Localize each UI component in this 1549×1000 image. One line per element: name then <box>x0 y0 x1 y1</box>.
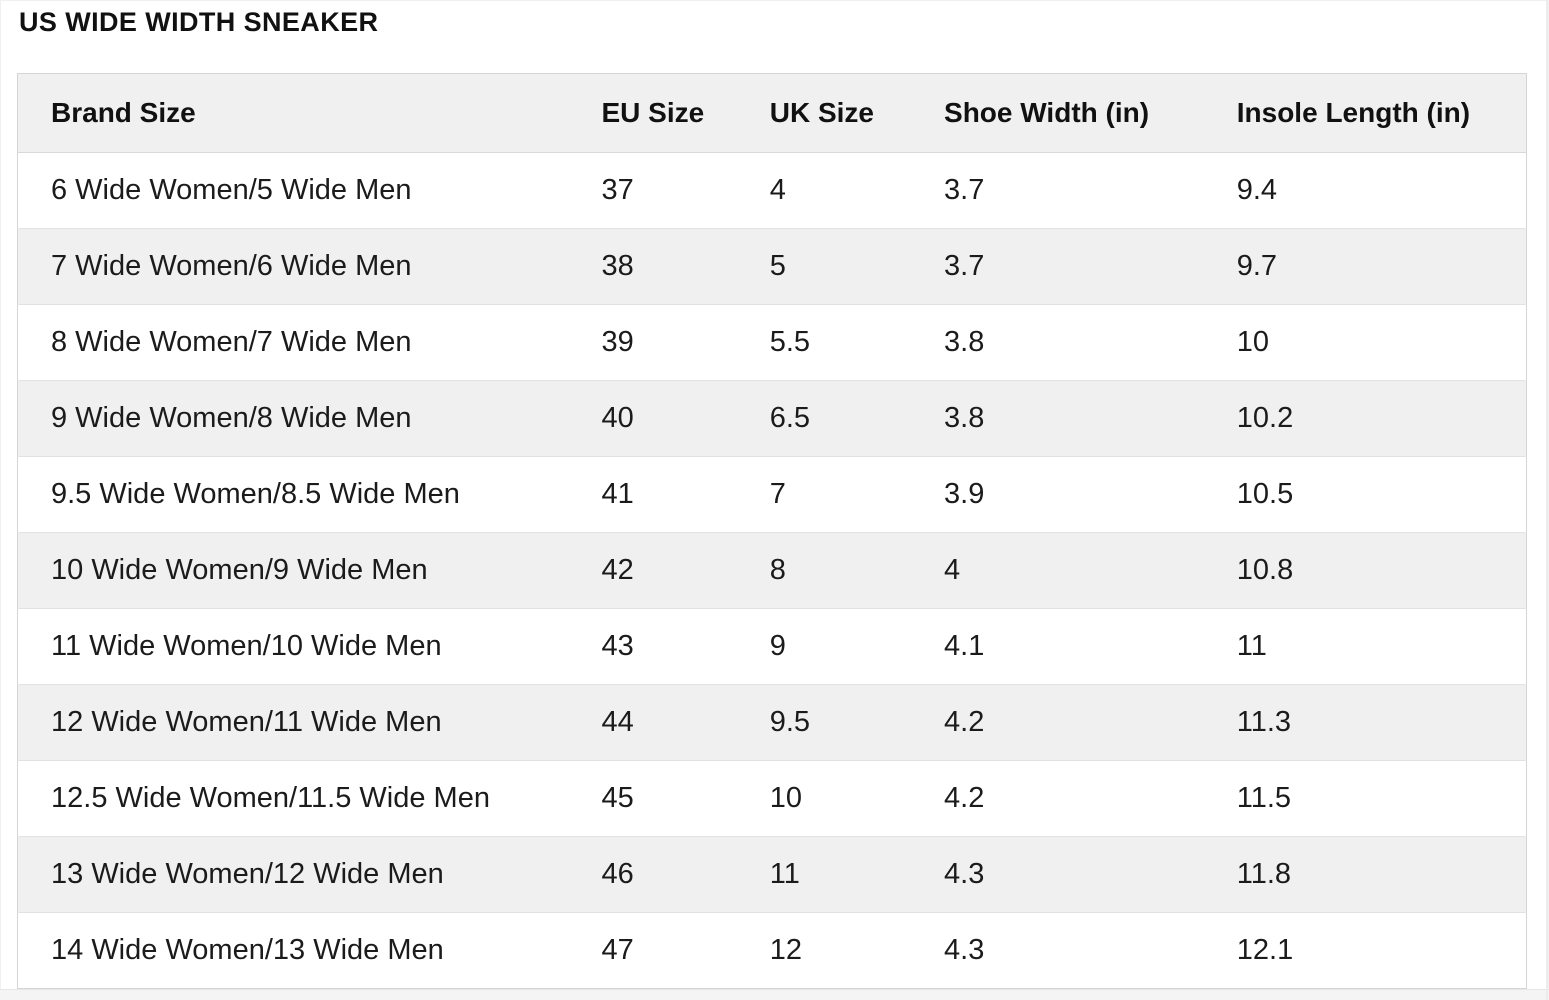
table-row: 8 Wide Women/7 Wide Men 39 5.5 3.8 10 <box>17 304 1527 381</box>
table-cell: 4.1 <box>944 608 1237 685</box>
table-cell: 10 <box>769 760 945 837</box>
table-cell: 42 <box>601 532 770 609</box>
header-row: Brand Size EU Size UK Size Shoe Width (i… <box>17 73 1527 153</box>
table-cell: 9 Wide Women/8 Wide Men <box>17 380 602 457</box>
table-row: 13 Wide Women/12 Wide Men 46 11 4.3 11.8 <box>17 836 1527 913</box>
table-header: Brand Size EU Size UK Size Shoe Width (i… <box>17 73 1527 153</box>
table-row: 9 Wide Women/8 Wide Men 40 6.5 3.8 10.2 <box>17 380 1527 457</box>
table-cell: 3.9 <box>944 456 1237 533</box>
table-cell: 8 Wide Women/7 Wide Men <box>17 304 602 381</box>
table-row: 10 Wide Women/9 Wide Men 42 8 4 10.8 <box>17 532 1527 609</box>
table-cell: 10.5 <box>1236 456 1527 533</box>
table-cell: 3.7 <box>944 174 985 206</box>
table-row: 11 Wide Women/10 Wide Men 43 9 4.1 11 <box>17 608 1527 685</box>
table-cell: 5.5 <box>769 304 945 381</box>
table-cell: 4.3 <box>944 912 1237 989</box>
column-header-shoe-width: Shoe Width (in) <box>944 73 1237 153</box>
column-header-uk-size: UK Size <box>769 73 945 153</box>
table-cell: 40 <box>601 380 770 457</box>
table-cell: 3.7 <box>944 228 1237 305</box>
table-cell: 11 Wide Women/10 Wide Men <box>17 608 602 685</box>
table-cell: 12 <box>769 912 945 989</box>
table-cell: 38 <box>601 228 770 305</box>
table-row: 12 Wide Women/11 Wide Men 44 9.5 4.2 11.3 <box>17 684 1527 761</box>
table-cell: 41 <box>601 456 770 533</box>
table-cell: 13 Wide Women/12 Wide Men <box>17 836 602 913</box>
table-cell: 4.2 <box>944 684 1237 761</box>
table-cell: 11.3 <box>1236 684 1527 761</box>
table-cell: 7 Wide Women/6 Wide Men <box>17 228 602 305</box>
table-cell: 11 <box>1236 608 1527 685</box>
size-table-container: Brand Size EU Size UK Size Shoe Width (i… <box>17 73 1527 989</box>
table-cell: 11.5 <box>1236 760 1527 837</box>
column-header-brand-size: Brand Size <box>17 73 602 153</box>
table-cell: 5 <box>769 228 945 305</box>
table-cell: 9.5 <box>769 684 945 761</box>
table-cell: 39 <box>601 304 770 381</box>
table-cell: 4 <box>944 532 1237 609</box>
column-header-eu-size: EU Size <box>601 73 770 153</box>
table-cell: 37 <box>601 174 634 206</box>
table-row: 9.5 Wide Women/8.5 Wide Men 41 7 3.9 10.5 <box>17 456 1527 533</box>
page-title: US WIDE WIDTH SNEAKER <box>19 7 379 37</box>
table-row: 12.5 Wide Women/11.5 Wide Men 45 10 4.2 11.5 <box>17 760 1527 837</box>
size-table: Brand Size EU Size UK Size Shoe Width (i… <box>17 73 1527 989</box>
table-cell: 12.1 <box>1236 912 1527 989</box>
table-cell: 4.2 <box>944 760 1237 837</box>
table-cell: 7 <box>769 456 945 533</box>
table-cell: 8 <box>769 532 945 609</box>
table-cell: 10 <box>1236 304 1527 381</box>
table-cell: 6 Wide Women/5 Wide Men <box>51 174 412 206</box>
table-cell: 12 Wide Women/11 Wide Men <box>17 684 602 761</box>
table-cell: 4 <box>769 174 786 206</box>
table-cell: 3.8 <box>944 304 1237 381</box>
table-cell: 10 Wide Women/9 Wide Men <box>17 532 602 609</box>
table-cell: 3.8 <box>944 380 1237 457</box>
table-cell: 11 <box>769 836 945 913</box>
column-header-insole-length: Insole Length (in) <box>1236 73 1527 153</box>
table-cell: 43 <box>601 608 770 685</box>
page-edge-border <box>1546 0 1548 1000</box>
table-cell: 9.5 Wide Women/8.5 Wide Men <box>17 456 602 533</box>
table-row: 14 Wide Women/13 Wide Men 47 12 4.3 12.1 <box>17 912 1527 989</box>
table-row: 6 Wide Women/5 Wide Men 37 4 3.7 9.4 <box>17 152 1527 229</box>
table-cell: 47 <box>601 912 770 989</box>
table-cell: 4.3 <box>944 836 1237 913</box>
table-row: 7 Wide Women/6 Wide Men 38 5 3.7 9.7 <box>17 228 1527 305</box>
table-cell: 9.7 <box>1236 228 1527 305</box>
table-body: 6 Wide Women/5 Wide Men 37 4 3.7 9.4 7 Wide W… <box>17 152 1527 989</box>
table-cell: 6.5 <box>769 380 945 457</box>
table-cell: 45 <box>601 760 770 837</box>
table-cell: 10.8 <box>1236 532 1527 609</box>
table-cell: 46 <box>601 836 770 913</box>
table-cell: 14 Wide Women/13 Wide Men <box>17 912 602 989</box>
table-cell: 11.8 <box>1236 836 1527 913</box>
table-cell: 12.5 Wide Women/11.5 Wide Men <box>17 760 602 837</box>
table-cell: 10.2 <box>1236 380 1527 457</box>
page-bottom-strip <box>0 989 1549 1000</box>
table-cell: 9 <box>769 608 945 685</box>
table-cell: 44 <box>601 684 770 761</box>
table-cell: 9.4 <box>1236 174 1278 206</box>
